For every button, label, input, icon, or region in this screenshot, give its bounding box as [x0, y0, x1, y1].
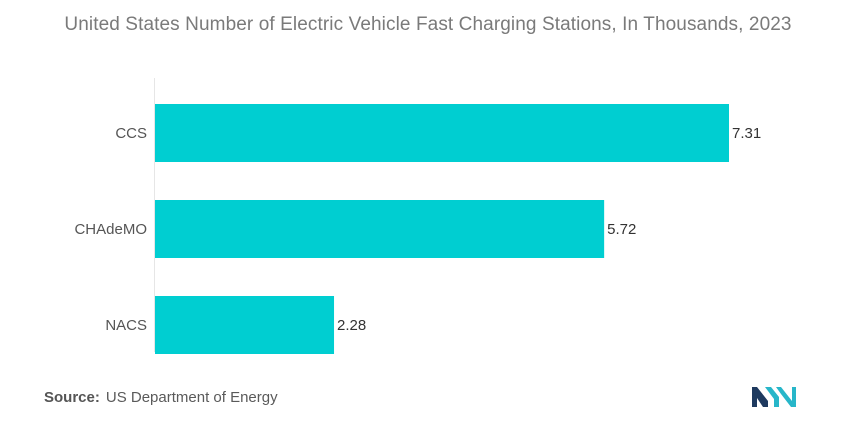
bar-chart: CCS 7.31 CHAdeMO 5.72 NACS 2.28 [74, 78, 761, 354]
logo-right-shape [776, 387, 796, 407]
source-note: Source: US Department of Energy [44, 389, 278, 406]
value-label-nacs: 2.28 [337, 317, 366, 334]
category-label-ccs: CCS [115, 125, 147, 142]
category-label-chademo: CHAdeMO [74, 221, 147, 238]
bar-chademo [155, 200, 605, 258]
bar-ccs [155, 104, 729, 162]
chart-title: United States Number of Electric Vehicle… [64, 14, 792, 35]
bar-nacs [155, 296, 335, 354]
labels-layer: CCS 7.31 CHAdeMO 5.72 NACS 2.28 [74, 125, 761, 334]
value-label-ccs: 7.31 [732, 125, 761, 142]
logo-middle-shape [765, 387, 779, 407]
category-label-nacs: NACS [105, 317, 147, 334]
source-text: US Department of Energy [105, 389, 278, 406]
value-label-chademo: 5.72 [607, 221, 636, 238]
logo-left-shape [752, 387, 768, 407]
bars-layer [155, 104, 729, 354]
mordor-intelligence-logo-icon [752, 387, 796, 407]
source-label: Source: [44, 389, 100, 406]
